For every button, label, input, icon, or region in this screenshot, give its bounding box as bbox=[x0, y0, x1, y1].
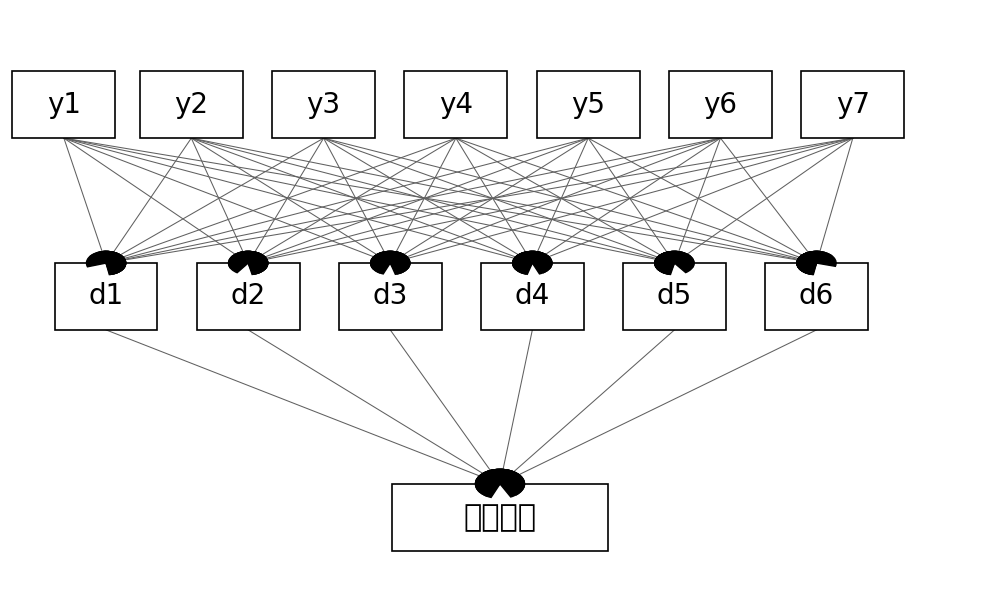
Text: y2: y2 bbox=[174, 91, 208, 119]
Wedge shape bbox=[383, 251, 410, 274]
Wedge shape bbox=[797, 251, 821, 275]
Wedge shape bbox=[476, 470, 509, 498]
Text: d3: d3 bbox=[373, 282, 408, 311]
Wedge shape bbox=[521, 251, 552, 273]
Bar bbox=[197, 263, 300, 330]
Wedge shape bbox=[513, 251, 542, 273]
Wedge shape bbox=[476, 470, 513, 496]
Wedge shape bbox=[513, 251, 549, 269]
Wedge shape bbox=[238, 251, 268, 273]
Wedge shape bbox=[655, 251, 691, 270]
Wedge shape bbox=[797, 251, 826, 273]
Bar bbox=[669, 71, 772, 138]
Wedge shape bbox=[371, 251, 397, 274]
Bar bbox=[801, 71, 904, 138]
Wedge shape bbox=[797, 251, 832, 270]
Wedge shape bbox=[380, 251, 410, 273]
Text: d2: d2 bbox=[231, 282, 266, 311]
Wedge shape bbox=[101, 251, 126, 275]
Wedge shape bbox=[655, 251, 679, 275]
Wedge shape bbox=[90, 251, 126, 270]
Wedge shape bbox=[476, 470, 520, 492]
Wedge shape bbox=[86, 251, 125, 267]
Bar bbox=[404, 71, 507, 138]
Bar bbox=[765, 263, 868, 330]
Wedge shape bbox=[96, 251, 126, 273]
Wedge shape bbox=[798, 251, 836, 266]
Wedge shape bbox=[373, 251, 410, 269]
Wedge shape bbox=[229, 251, 266, 268]
Wedge shape bbox=[371, 251, 401, 273]
Bar bbox=[537, 71, 640, 138]
Wedge shape bbox=[371, 251, 408, 269]
Wedge shape bbox=[99, 251, 126, 274]
Wedge shape bbox=[476, 470, 524, 487]
Text: d5: d5 bbox=[657, 282, 692, 311]
Text: y3: y3 bbox=[307, 91, 341, 119]
Text: y4: y4 bbox=[439, 91, 473, 119]
Bar bbox=[339, 263, 442, 330]
Wedge shape bbox=[656, 251, 694, 267]
Wedge shape bbox=[385, 251, 410, 275]
Text: y5: y5 bbox=[571, 91, 605, 119]
Bar bbox=[55, 263, 157, 330]
Wedge shape bbox=[229, 251, 259, 273]
Wedge shape bbox=[489, 470, 524, 497]
Wedge shape bbox=[513, 251, 539, 274]
Wedge shape bbox=[103, 251, 126, 275]
Text: 火花放电: 火花放电 bbox=[464, 503, 536, 532]
Wedge shape bbox=[797, 251, 820, 275]
Wedge shape bbox=[102, 251, 126, 275]
Wedge shape bbox=[797, 251, 820, 275]
Wedge shape bbox=[513, 251, 537, 275]
Wedge shape bbox=[241, 251, 268, 274]
Bar bbox=[392, 484, 608, 551]
Wedge shape bbox=[655, 251, 684, 273]
Bar bbox=[481, 263, 584, 330]
Wedge shape bbox=[243, 251, 268, 275]
Text: d1: d1 bbox=[88, 282, 124, 311]
Wedge shape bbox=[244, 251, 268, 275]
Wedge shape bbox=[663, 251, 694, 273]
Wedge shape bbox=[797, 251, 823, 274]
Text: y1: y1 bbox=[47, 91, 81, 119]
Wedge shape bbox=[514, 251, 552, 268]
Bar bbox=[12, 71, 115, 138]
Text: y6: y6 bbox=[704, 91, 738, 119]
Bar bbox=[272, 71, 375, 138]
Wedge shape bbox=[655, 251, 681, 274]
Bar bbox=[140, 71, 243, 138]
Text: y7: y7 bbox=[836, 91, 870, 119]
Wedge shape bbox=[655, 251, 678, 275]
Text: d6: d6 bbox=[799, 282, 834, 311]
Bar bbox=[623, 263, 726, 330]
Text: d4: d4 bbox=[515, 282, 550, 311]
Wedge shape bbox=[525, 251, 552, 274]
Wedge shape bbox=[231, 251, 268, 269]
Wedge shape bbox=[484, 470, 524, 495]
